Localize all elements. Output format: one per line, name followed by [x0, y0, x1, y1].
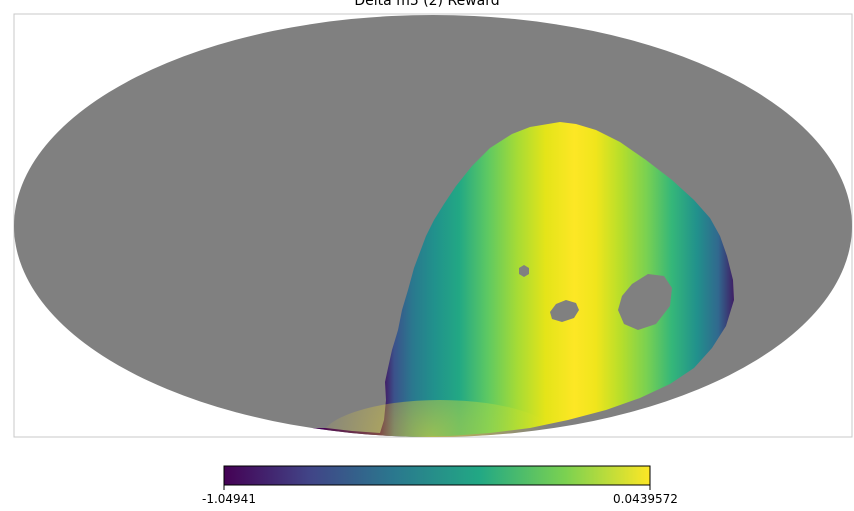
colorbar-min-label: -1.04941 — [202, 492, 256, 506]
masked-hole-small — [519, 265, 529, 277]
colorbar — [223, 465, 651, 486]
masked-hole-medium — [550, 300, 579, 322]
masked-hole-large — [618, 274, 672, 330]
colorbar-max-label: 0.0439572 — [613, 492, 678, 506]
reward-heatmap — [300, 122, 734, 437]
map-title: Delta m5 (2) Reward — [354, 0, 500, 9]
observed-region — [300, 122, 734, 437]
reward-highlight — [320, 400, 560, 437]
